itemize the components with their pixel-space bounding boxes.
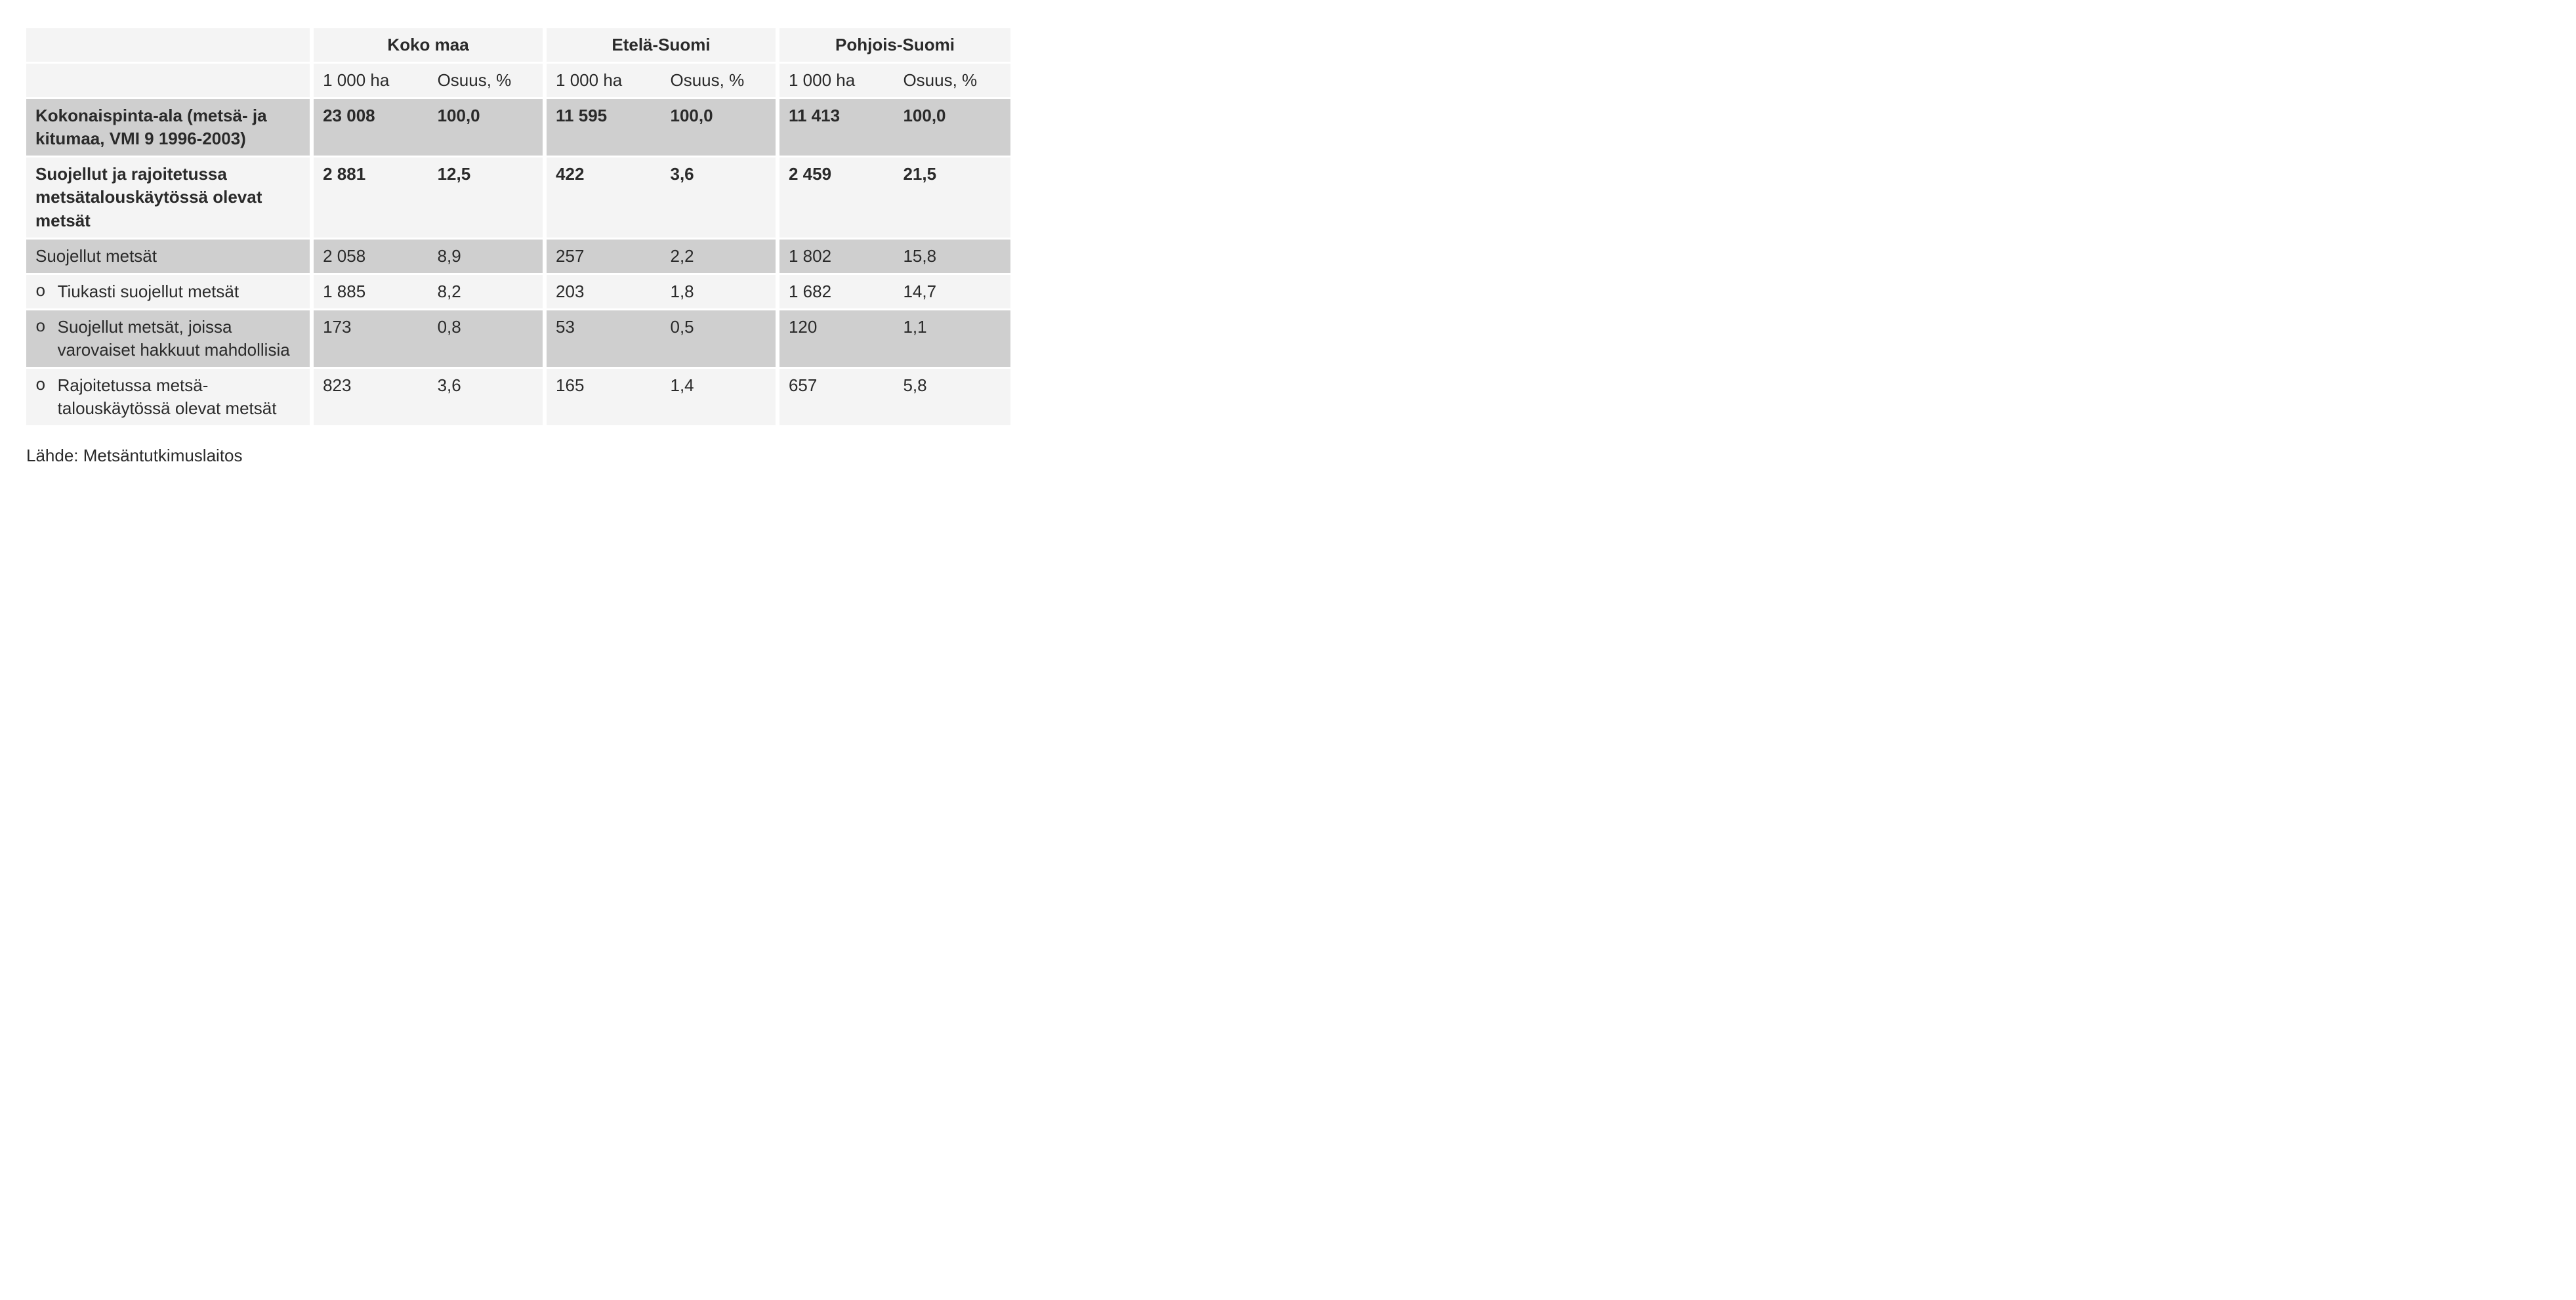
header-row-units: 1 000 ha Osuus, % 1 000 ha Osuus, % 1 00… bbox=[26, 63, 1010, 98]
cell: 1,4 bbox=[661, 368, 778, 427]
header-blank bbox=[26, 28, 312, 63]
cell: 14,7 bbox=[894, 274, 1010, 309]
header-group-pohjois-suomi: Pohjois-Suomi bbox=[778, 28, 1010, 63]
cell: 1 802 bbox=[778, 238, 894, 274]
header-blank-sub bbox=[26, 63, 312, 98]
cell: 21,5 bbox=[894, 157, 1010, 238]
table-row: o Suojellut metsät, joissa varovaiset ha… bbox=[26, 309, 1010, 367]
bullet-icon: o bbox=[35, 316, 46, 362]
cell: 120 bbox=[778, 309, 894, 367]
cell: 100,0 bbox=[661, 98, 778, 157]
cell: 100,0 bbox=[428, 98, 545, 157]
cell: 2 058 bbox=[312, 238, 428, 274]
row-label: Suojellut metsät bbox=[26, 238, 312, 274]
cell: 12,5 bbox=[428, 157, 545, 238]
table-row: o Tiukasti suojellut metsät 1 885 8,2 20… bbox=[26, 274, 1010, 309]
cell: 11 413 bbox=[778, 98, 894, 157]
table-row: Kokonaispinta-ala (metsä- ja kitumaa, VM… bbox=[26, 98, 1010, 157]
cell: 15,8 bbox=[894, 238, 1010, 274]
cell: 0,5 bbox=[661, 309, 778, 367]
cell: 203 bbox=[545, 274, 661, 309]
cell: 0,8 bbox=[428, 309, 545, 367]
row-label: o Tiukasti suojellut metsät bbox=[26, 274, 312, 309]
cell: 53 bbox=[545, 309, 661, 367]
header-row-groups: Koko maa Etelä-Suomi Pohjois-Suomi bbox=[26, 28, 1010, 63]
cell: 3,6 bbox=[661, 157, 778, 238]
row-label: o Suojellut metsät, joissa varovaiset ha… bbox=[26, 309, 312, 367]
cell: 1,1 bbox=[894, 309, 1010, 367]
table-row: Suojellut metsät 2 058 8,9 257 2,2 1 802… bbox=[26, 238, 1010, 274]
cell: 257 bbox=[545, 238, 661, 274]
cell: 8,9 bbox=[428, 238, 545, 274]
cell: 23 008 bbox=[312, 98, 428, 157]
cell: 1 885 bbox=[312, 274, 428, 309]
table-row: o Rajoitetussa metsä­talouskäytössä olev… bbox=[26, 368, 1010, 427]
row-label: Kokonaispinta-ala (metsä- ja kitumaa, VM… bbox=[26, 98, 312, 157]
unit-osuus-1: Osuus, % bbox=[428, 63, 545, 98]
unit-1000ha-3: 1 000 ha bbox=[778, 63, 894, 98]
cell: 823 bbox=[312, 368, 428, 427]
header-group-etela-suomi: Etelä-Suomi bbox=[545, 28, 778, 63]
row-label: Suojellut ja rajoitetussa metsätalouskäy… bbox=[26, 157, 312, 238]
cell: 11 595 bbox=[545, 98, 661, 157]
cell: 5,8 bbox=[894, 368, 1010, 427]
cell: 422 bbox=[545, 157, 661, 238]
forest-protection-table: Koko maa Etelä-Suomi Pohjois-Suomi 1 000… bbox=[26, 26, 1010, 427]
header-group-koko-maa: Koko maa bbox=[312, 28, 545, 63]
cell: 2,2 bbox=[661, 238, 778, 274]
cell: 100,0 bbox=[894, 98, 1010, 157]
cell: 657 bbox=[778, 368, 894, 427]
cell: 173 bbox=[312, 309, 428, 367]
cell: 8,2 bbox=[428, 274, 545, 309]
cell: 2 459 bbox=[778, 157, 894, 238]
cell: 165 bbox=[545, 368, 661, 427]
cell: 3,6 bbox=[428, 368, 545, 427]
cell: 1,8 bbox=[661, 274, 778, 309]
unit-osuus-2: Osuus, % bbox=[661, 63, 778, 98]
unit-osuus-3: Osuus, % bbox=[894, 63, 1010, 98]
unit-1000ha-1: 1 000 ha bbox=[312, 63, 428, 98]
cell: 1 682 bbox=[778, 274, 894, 309]
bullet-icon: o bbox=[35, 374, 46, 420]
table-row: Suojellut ja rajoitetussa metsätalouskäy… bbox=[26, 157, 1010, 238]
unit-1000ha-2: 1 000 ha bbox=[545, 63, 661, 98]
row-label: o Rajoitetussa metsä­talouskäytössä olev… bbox=[26, 368, 312, 427]
cell: 2 881 bbox=[312, 157, 428, 238]
bullet-icon: o bbox=[35, 280, 46, 303]
source-line: Lähde: Metsäntutkimuslaitos bbox=[26, 446, 2550, 466]
